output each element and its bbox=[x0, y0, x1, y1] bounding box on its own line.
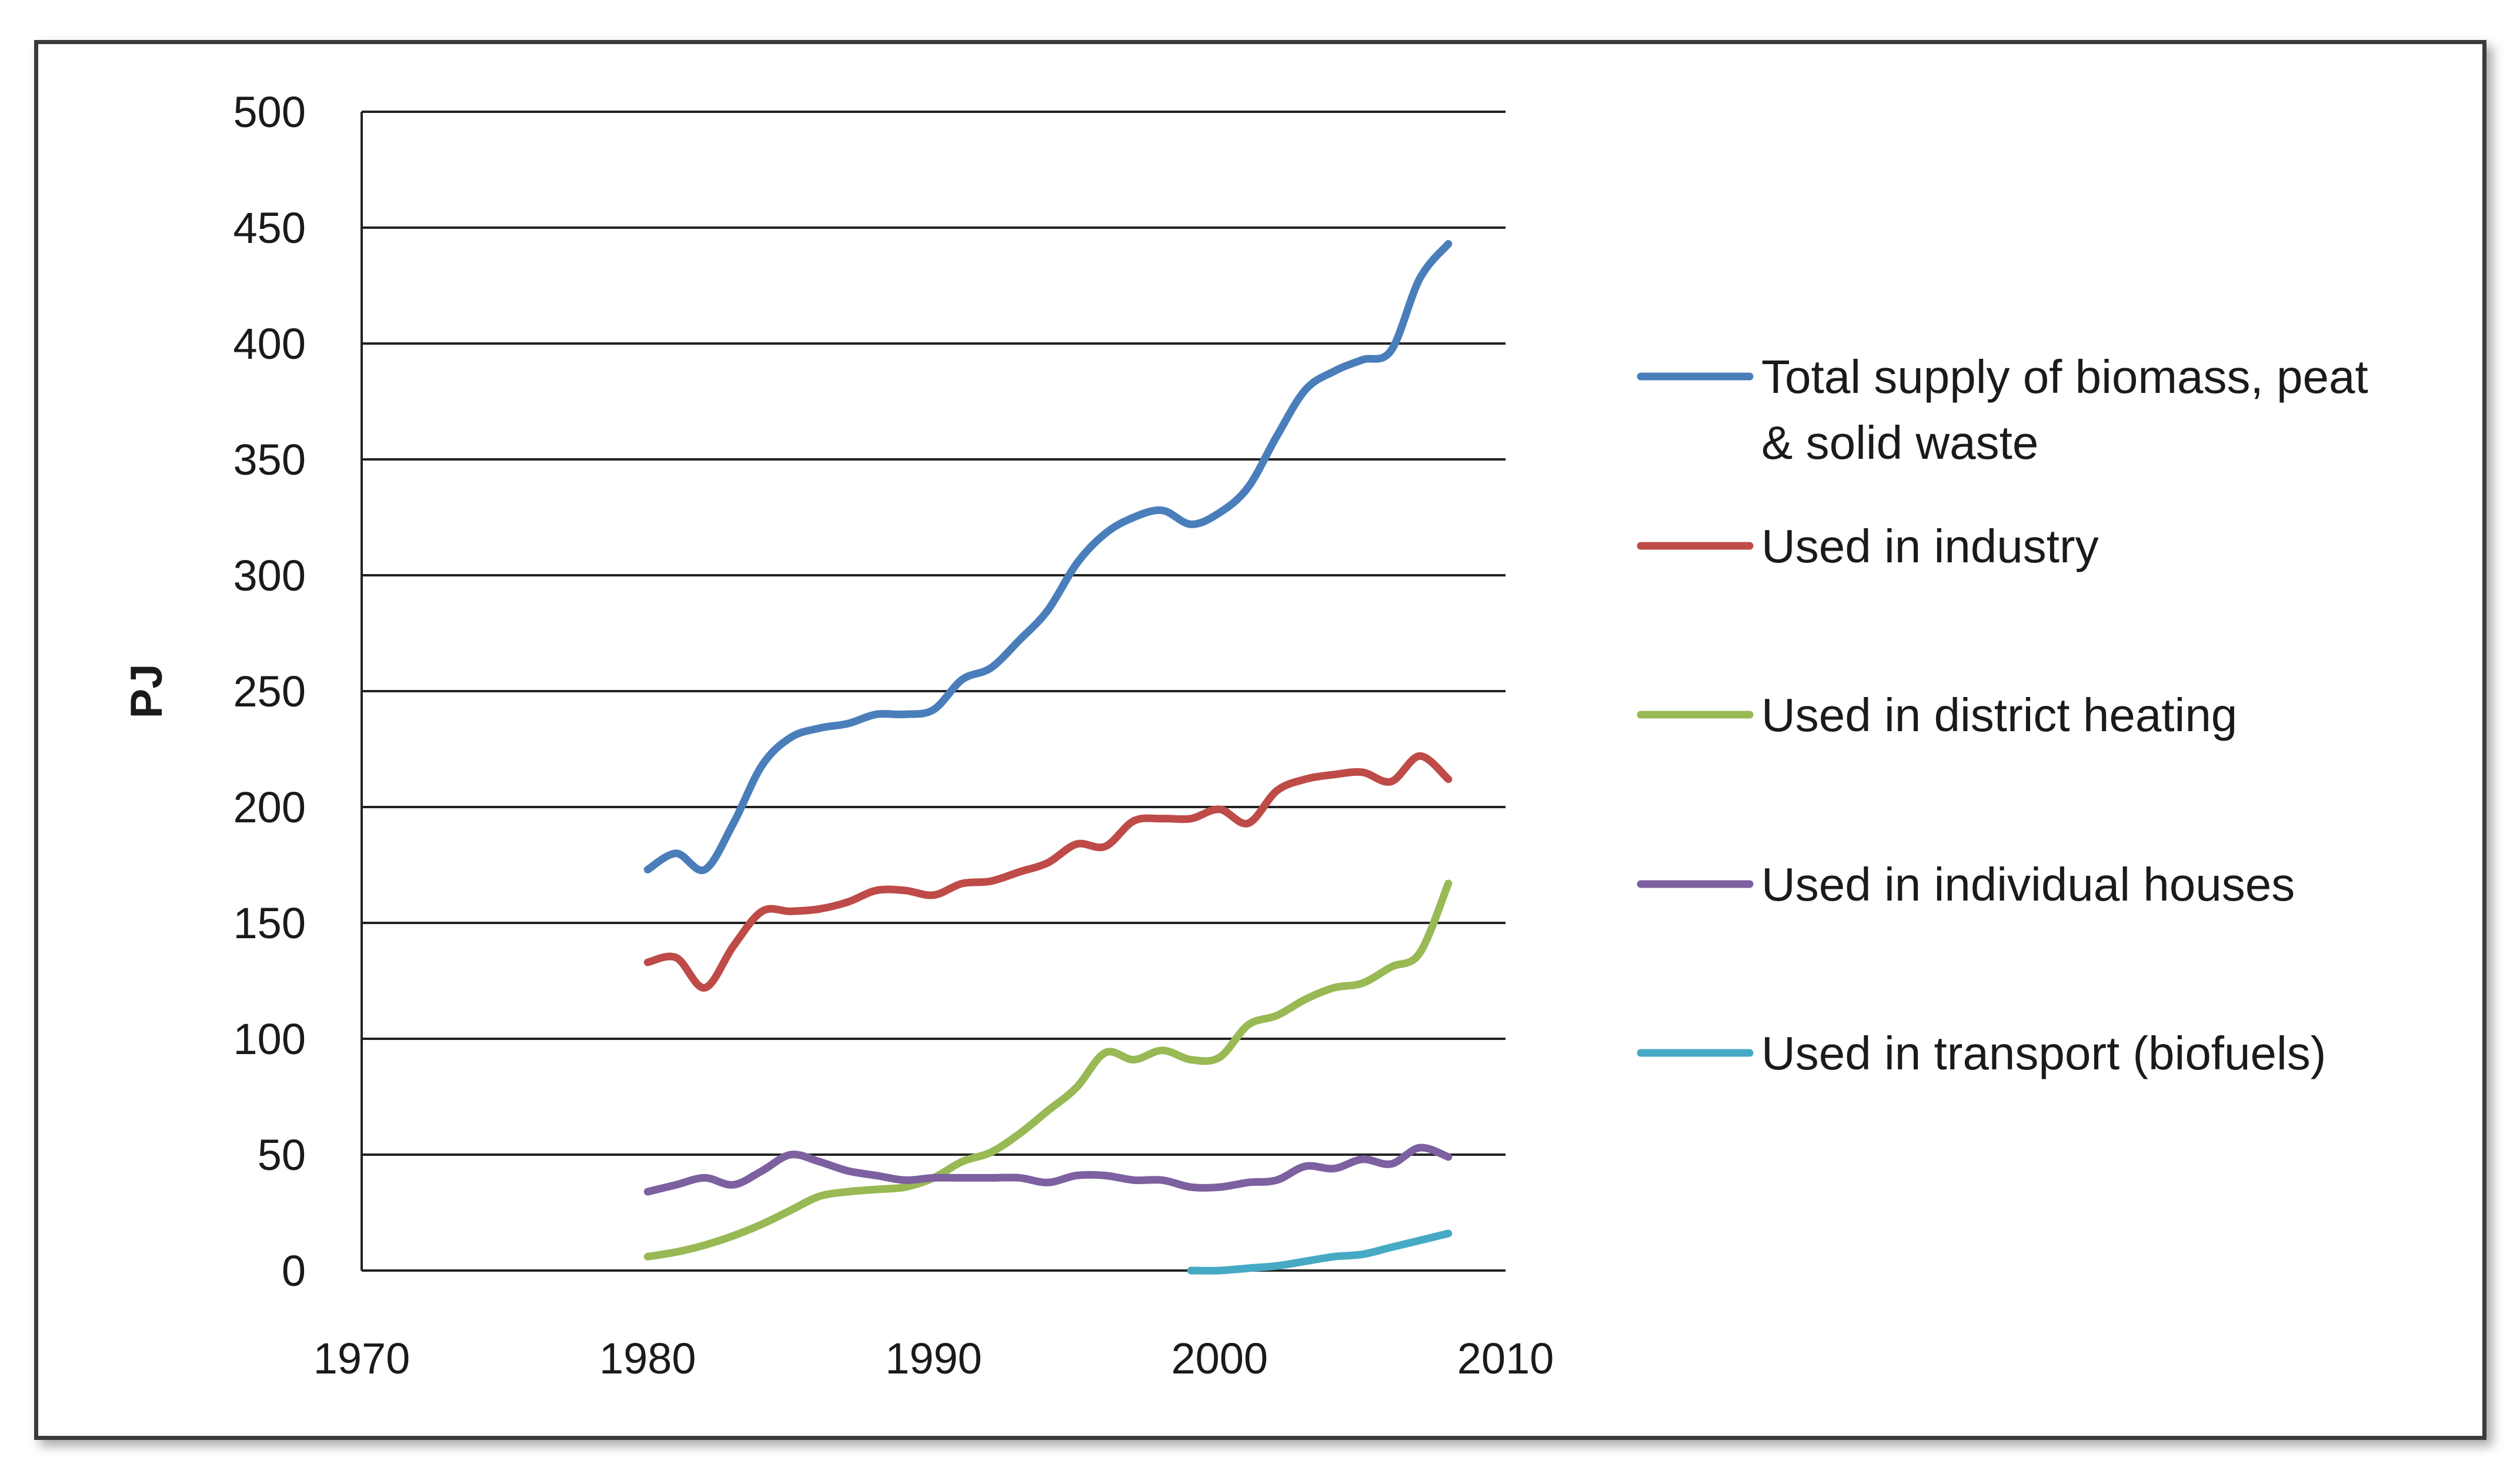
series-line-3 bbox=[643, 879, 1453, 1261]
legend-label-1: & solid waste bbox=[1761, 416, 2038, 469]
y-tick-label-150: 150 bbox=[233, 899, 306, 948]
x-tick-label-1980: 1980 bbox=[599, 1334, 696, 1383]
y-tick-label-450: 450 bbox=[233, 204, 306, 252]
legend-label-1: Total supply of biomass, peat bbox=[1761, 351, 2368, 403]
y-axis-label: PJ bbox=[122, 664, 172, 719]
chart-frame bbox=[34, 40, 2486, 1440]
legend-label-3: Used in district heating bbox=[1761, 689, 2237, 741]
y-tick-label-0: 0 bbox=[282, 1246, 306, 1295]
y-tick-label-500: 500 bbox=[233, 88, 306, 136]
y-tick-label-100: 100 bbox=[233, 1015, 306, 1063]
y-tick-label-50: 50 bbox=[258, 1131, 306, 1179]
x-tick-label-2000: 2000 bbox=[1171, 1334, 1268, 1383]
series-line-4 bbox=[643, 1143, 1453, 1196]
series-line-2 bbox=[643, 752, 1453, 992]
legend-label-2: Used in industry bbox=[1761, 520, 2099, 572]
x-tick-label-2010: 2010 bbox=[1457, 1334, 1554, 1383]
y-tick-label-400: 400 bbox=[233, 319, 306, 368]
y-tick-label-350: 350 bbox=[233, 435, 306, 484]
series-line-5 bbox=[1187, 1229, 1453, 1275]
x-tick-label-1990: 1990 bbox=[885, 1334, 982, 1383]
legend-label-4: Used in individual houses bbox=[1761, 858, 2295, 911]
legend-label-5: Used in transport (biofuels) bbox=[1761, 1027, 2326, 1079]
y-tick-label-300: 300 bbox=[233, 551, 306, 600]
y-tick-label-200: 200 bbox=[233, 783, 306, 832]
series-line-1 bbox=[643, 240, 1453, 875]
x-tick-label-1970: 1970 bbox=[313, 1334, 410, 1383]
y-tick-label-250: 250 bbox=[233, 667, 306, 716]
